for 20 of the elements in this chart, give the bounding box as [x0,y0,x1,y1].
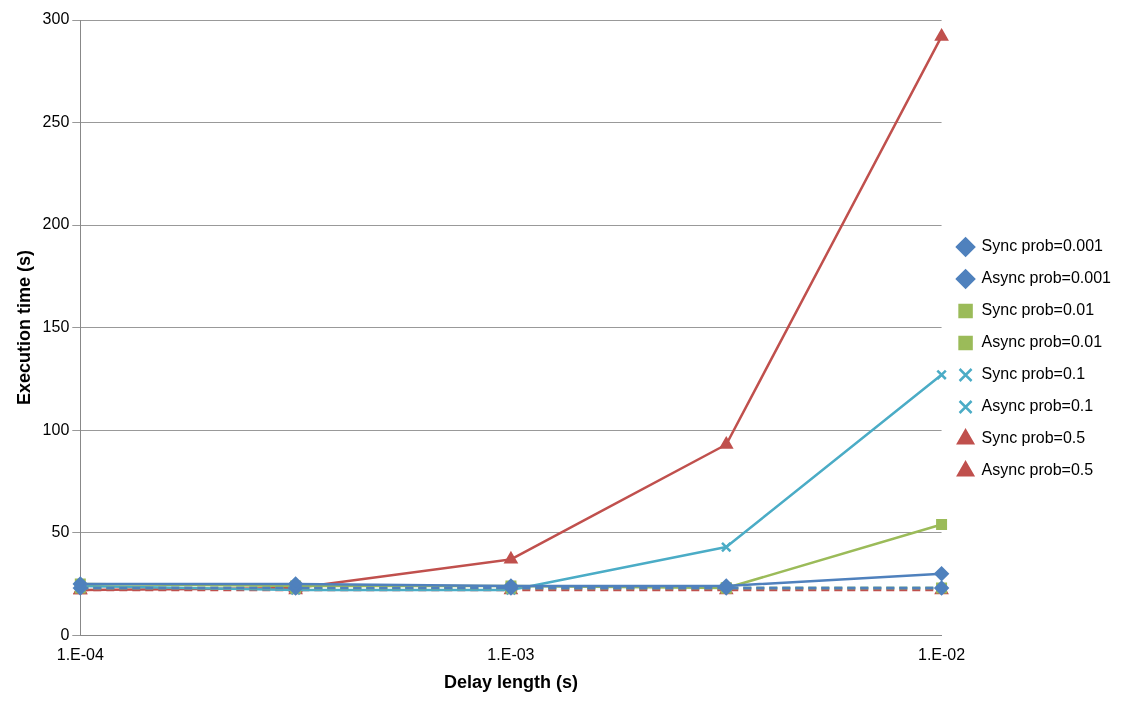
x-axis-title: Delay length (s) [443,672,578,693]
y-tick-label: 100 [42,420,70,438]
legend-label: Sync prob=0.001 [981,237,1104,255]
y-tick-label: 300 [42,10,70,28]
legend-label: Sync prob=0.01 [981,301,1095,319]
x-tick-label: 1.E-04 [56,646,104,664]
x-tick-label: 1.E-03 [487,646,535,664]
legend-label: Sync prob=0.5 [981,429,1086,447]
legend-label: Async prob=0.01 [981,333,1103,351]
legend-label: Sync prob=0.1 [981,365,1086,383]
y-tick-label: 50 [51,523,70,541]
legend-label: Async prob=0.1 [981,397,1094,415]
y-tick-label: 250 [42,112,70,130]
legend-label: Async prob=0.001 [981,269,1112,287]
y-tick-label: 150 [42,318,70,336]
legend-label: Async prob=0.5 [981,461,1094,479]
y-tick-label: 0 [60,625,70,643]
y-tick-label: 200 [42,215,70,233]
y-axis-title: Execution time (s) [13,250,34,406]
x-tick-label: 1.E-02 [918,646,966,664]
